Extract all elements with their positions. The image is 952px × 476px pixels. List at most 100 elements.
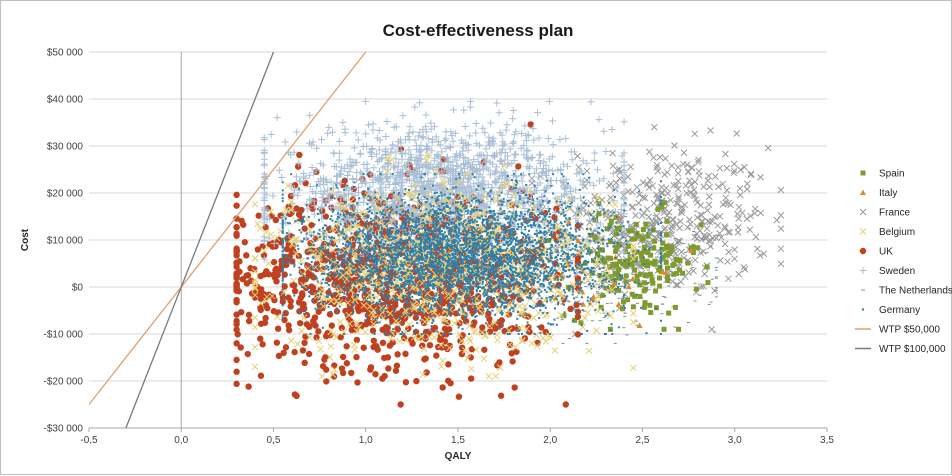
data-point [519, 195, 521, 197]
data-point [669, 245, 674, 250]
data-point [271, 259, 277, 265]
data-point [744, 181, 750, 187]
data-point [581, 333, 583, 335]
data-point [444, 346, 450, 352]
x-tick-label: 0,0 [174, 435, 188, 446]
data-point [529, 340, 535, 346]
data-point [664, 232, 669, 237]
data-point [456, 393, 462, 399]
data-point [511, 228, 513, 230]
data-point [373, 343, 379, 349]
data-point [337, 212, 339, 214]
data-point [665, 275, 670, 280]
data-point [318, 136, 325, 143]
data-point [384, 214, 386, 216]
data-point [384, 118, 391, 125]
data-point [273, 278, 279, 284]
data-point [509, 325, 515, 331]
data-point [258, 307, 264, 313]
data-point [493, 99, 500, 106]
data-point [575, 331, 581, 337]
data-point [300, 347, 306, 353]
data-point [577, 222, 579, 224]
data-point [754, 246, 760, 252]
y-tick-label: $40 000 [47, 95, 84, 106]
data-point [441, 262, 443, 264]
data-point [397, 338, 403, 344]
data-point [587, 296, 589, 298]
data-point [588, 205, 590, 207]
data-point [645, 234, 650, 239]
data-point [595, 308, 601, 314]
data-point [556, 136, 563, 143]
data-point [355, 199, 362, 206]
data-point [411, 103, 418, 110]
data-point [587, 261, 589, 263]
data-point [447, 254, 449, 256]
data-point [498, 322, 504, 328]
data-point [694, 286, 699, 291]
data-point [594, 225, 601, 232]
data-point [403, 379, 409, 385]
data-point [280, 350, 286, 356]
data-point [608, 256, 613, 261]
data-point [398, 291, 400, 293]
data-point [298, 267, 300, 269]
data-point [546, 251, 548, 253]
data-point [382, 133, 389, 140]
data-point [664, 253, 669, 258]
data-point [233, 286, 239, 292]
data-point [500, 200, 502, 202]
data-point [411, 137, 418, 144]
data-point [351, 144, 358, 151]
data-point [742, 266, 748, 272]
data-point [525, 285, 527, 287]
x-tick-label: 3,0 [728, 435, 742, 446]
data-point [632, 268, 637, 273]
data-point [442, 135, 449, 142]
data-point [588, 200, 594, 206]
data-point [580, 287, 582, 289]
data-point [623, 225, 625, 227]
data-point [616, 301, 622, 307]
data-point [722, 151, 728, 157]
data-point [240, 222, 246, 228]
data-point [252, 324, 258, 330]
data-point [636, 200, 642, 206]
data-point [293, 129, 300, 136]
data-point [257, 336, 263, 342]
data-point [297, 320, 303, 326]
data-point [695, 245, 700, 250]
x-tick-label: -0,5 [80, 435, 98, 446]
data-point [504, 224, 506, 226]
data-point [586, 248, 588, 250]
data-point [402, 219, 404, 221]
data-point [273, 266, 279, 272]
data-point [521, 122, 528, 129]
data-point [621, 158, 628, 165]
data-point [409, 286, 411, 288]
data-point [342, 228, 344, 230]
data-point [245, 383, 251, 389]
data-point [498, 253, 500, 255]
data-point [734, 211, 740, 217]
data-point [594, 166, 601, 173]
data-point [328, 343, 334, 349]
data-point [673, 250, 679, 256]
data-point [610, 150, 616, 156]
data-point [401, 322, 403, 324]
data-point [623, 210, 625, 212]
data-point [360, 289, 362, 291]
data-point [643, 222, 648, 227]
data-point [634, 222, 639, 227]
data-point [325, 124, 332, 131]
data-point [326, 259, 328, 261]
data-point [382, 216, 384, 218]
data-point [418, 274, 420, 276]
data-point [569, 156, 576, 163]
data-point [517, 223, 519, 225]
data-point [734, 131, 740, 137]
data-point [726, 249, 732, 255]
data-point [372, 371, 378, 377]
data-point [517, 303, 523, 309]
